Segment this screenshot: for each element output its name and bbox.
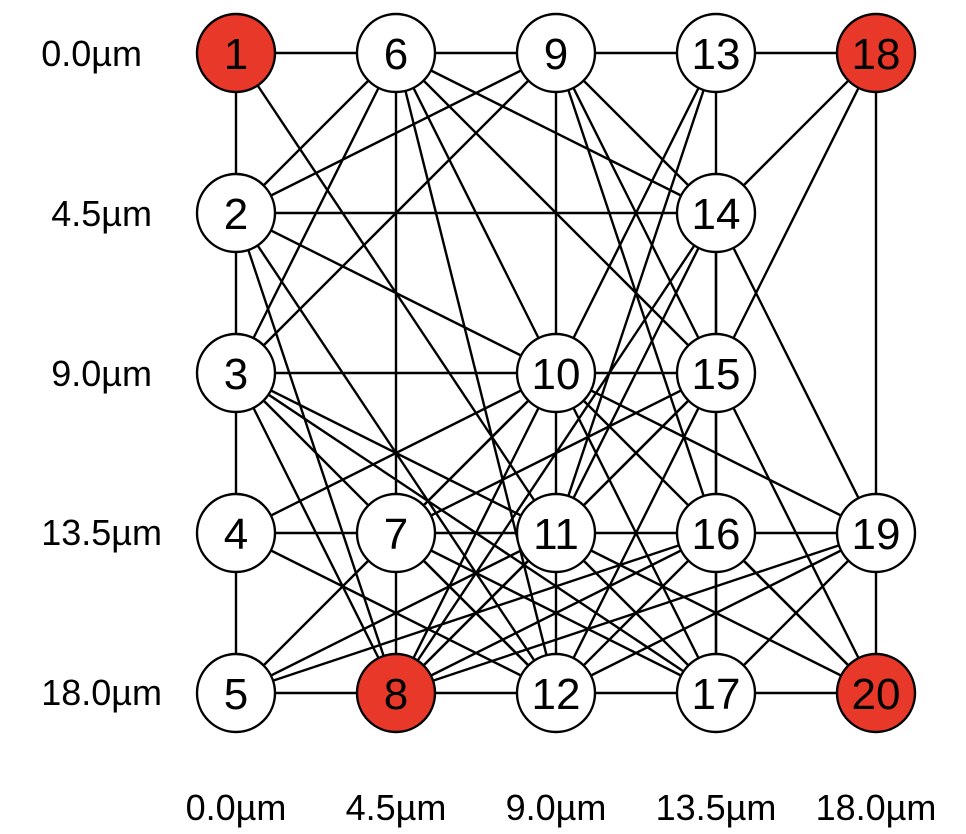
edge-6-12 (394, 52, 558, 694)
node-1: 1 (195, 12, 277, 94)
col-label-4: 18.0µm (816, 787, 937, 828)
node-label-1: 1 (224, 30, 248, 79)
edge-14-19 (714, 212, 878, 534)
node-circle-2 (195, 172, 277, 254)
node-circle-20 (835, 652, 917, 734)
node-label-3: 3 (224, 350, 248, 399)
node-circle-10 (515, 332, 597, 414)
edge-8-16 (395, 531, 717, 695)
node-label-17: 17 (692, 670, 741, 719)
node-circle-12 (515, 652, 597, 734)
edge-6-3 (234, 52, 398, 374)
node-label-4: 4 (224, 510, 248, 559)
node-15: 15 (675, 332, 757, 414)
node-circle-5 (195, 652, 277, 734)
row-label-3: 13.5µm (41, 512, 162, 553)
node-18: 18 (835, 12, 917, 94)
row-label-1: 4.5µm (51, 193, 152, 234)
row-label-axis: 0.0µm 4.5µm 9.0µm 13.5µm 18.0µm (41, 33, 162, 713)
node-7: 7 (355, 492, 437, 574)
edge-3-8 (234, 372, 398, 694)
node-circle-7 (355, 492, 437, 574)
node-19: 19 (835, 492, 917, 574)
node-circle-18 (835, 12, 917, 94)
edge-11-14 (554, 212, 718, 534)
node-16: 16 (675, 492, 757, 574)
node-label-11: 11 (533, 510, 579, 559)
row-label-4: 18.0µm (41, 672, 162, 713)
node-12: 12 (515, 652, 597, 734)
node-9: 9 (515, 12, 597, 94)
node-8: 8 (355, 652, 437, 734)
node-label-16: 16 (692, 510, 741, 559)
node-circle-17 (675, 652, 757, 734)
node-10: 10 (515, 332, 597, 414)
edge-6-10 (394, 52, 558, 374)
node-label-14: 14 (692, 190, 741, 239)
node-6: 6 (355, 12, 437, 94)
row-label-2: 9.0µm (51, 353, 152, 394)
node-5: 5 (195, 652, 277, 734)
node-circle-16 (675, 492, 757, 574)
node-circle-19 (835, 492, 917, 574)
node-label-12: 12 (532, 670, 581, 719)
node-circle-15 (675, 332, 757, 414)
edge-9-2 (235, 51, 557, 215)
node-20: 20 (835, 652, 917, 734)
node-2: 2 (195, 172, 277, 254)
edge-18-15 (714, 52, 878, 374)
node-label-15: 15 (692, 350, 741, 399)
edge-5-11 (235, 531, 557, 695)
row-label-0: 0.0µm (41, 33, 142, 74)
edge-12-15 (554, 372, 718, 694)
node-4: 4 (195, 492, 277, 574)
node-label-7: 7 (384, 510, 408, 559)
edge-4-10 (235, 371, 557, 535)
col-label-2: 9.0µm (506, 787, 607, 828)
node-circle-1 (195, 12, 277, 94)
node-label-13: 13 (692, 30, 741, 79)
node-circle-4 (195, 492, 277, 574)
node-label-20: 20 (852, 670, 901, 719)
node-17: 17 (675, 652, 757, 734)
edge-2-10 (235, 211, 557, 375)
node-circle-9 (515, 12, 597, 94)
node-circle-14 (675, 172, 757, 254)
edge-8-14 (395, 212, 717, 694)
node-label-5: 5 (224, 670, 248, 719)
node-13: 13 (675, 12, 757, 94)
node-circle-6 (355, 12, 437, 94)
node-11: 11 (515, 492, 597, 574)
node-layer: 1 6 9 13 182 143 10 154 7 11 16 195 8 12 17 20 (195, 12, 917, 734)
node-label-2: 2 (224, 190, 248, 239)
node-label-9: 9 (544, 30, 568, 79)
node-circle-13 (675, 12, 757, 94)
col-label-3: 13.5µm (656, 787, 777, 828)
node-label-6: 6 (384, 30, 408, 79)
node-3: 3 (195, 332, 277, 414)
node-circle-11 (515, 492, 597, 574)
node-14: 14 (675, 172, 757, 254)
node-label-18: 18 (852, 30, 901, 79)
node-circle-3 (195, 332, 277, 414)
node-circle-8 (355, 652, 437, 734)
edge-13-11 (554, 52, 718, 534)
col-label-0: 0.0µm (186, 787, 287, 828)
edge-15-20 (714, 372, 878, 694)
node-label-10: 10 (532, 350, 581, 399)
edge-6-14 (395, 51, 717, 215)
column-label-axis: 0.0µm 4.5µm 9.0µm 13.5µm 18.0µm (186, 787, 937, 828)
node-label-8: 8 (384, 670, 408, 719)
col-label-1: 4.5µm (346, 787, 447, 828)
edge-13-10 (554, 52, 718, 374)
node-label-19: 19 (852, 510, 901, 559)
edge-8-10 (394, 372, 558, 694)
